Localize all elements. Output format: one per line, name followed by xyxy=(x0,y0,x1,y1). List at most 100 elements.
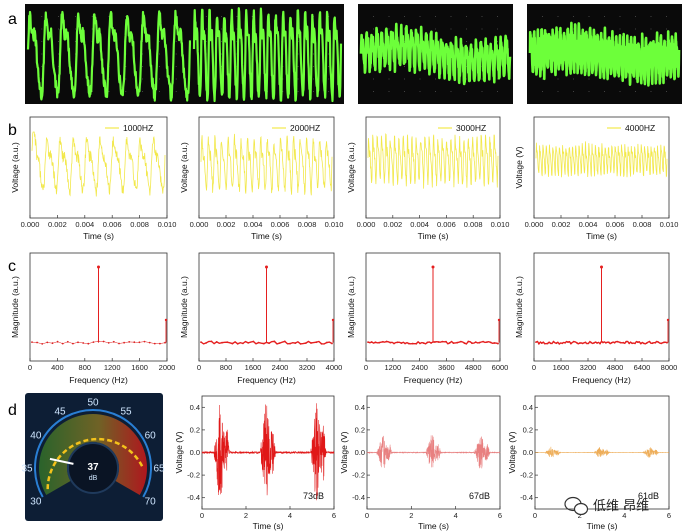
x-tick-label: 0.004 xyxy=(244,220,263,229)
x-tick-label: 0.006 xyxy=(103,220,122,229)
voice-plot-67dB: 0 2 4 6 -0.4 -0.2 0.0 0.2 0.4 Time (s) Voltage (V)… xyxy=(339,395,502,531)
oscilloscope-screen-4000 xyxy=(527,4,682,104)
voice-waveform xyxy=(201,403,335,501)
x-tick-label: 2 xyxy=(409,511,413,520)
gauge-tick-label: 60 xyxy=(145,431,157,442)
y-tick-label: 0.0 xyxy=(523,448,533,457)
x-tick-label: 6000 xyxy=(492,363,509,372)
y-axis-label: Voltage (a.u.) xyxy=(10,142,20,193)
x-tick-label: 1200 xyxy=(104,363,121,372)
spectral-peak-point xyxy=(431,265,435,269)
x-axis-label: Time (s) xyxy=(253,521,284,531)
x-tick-label: 0.008 xyxy=(633,220,652,229)
x-tick-label: 1600 xyxy=(131,363,148,372)
panel-letter-a: a xyxy=(8,11,17,28)
watermark-text: 低维 昂维 xyxy=(593,499,649,514)
voltage-trace xyxy=(31,131,166,197)
gauge-hub xyxy=(67,442,119,494)
x-tick-label: 0.002 xyxy=(552,220,571,229)
y-axis-label: Magnitude (a.u.) xyxy=(179,276,189,338)
y-tick-label: 0.4 xyxy=(190,403,200,412)
spectrum-plot-4000: 0 1600 3200 4800 6400 8000 Frequency (Hz) Magni… xyxy=(514,252,678,385)
y-axis-label: Voltage (V) xyxy=(174,431,184,473)
y-tick-label: 0.2 xyxy=(523,425,533,434)
x-tick-label: 0.002 xyxy=(383,220,402,229)
x-tick-label: 0.000 xyxy=(525,220,544,229)
y-tick-label: 0.4 xyxy=(355,403,365,412)
time-domain-row: 0.000 0.002 0.004 0.006 0.008 0.010 Time (s) Vo… xyxy=(10,116,678,241)
x-tick-label: 4 xyxy=(622,511,626,520)
oscilloscope-screen-1000 xyxy=(25,4,193,104)
plot-frame xyxy=(29,116,168,219)
spectral-peak-point xyxy=(97,265,100,269)
y-tick-label: 0.0 xyxy=(190,448,200,457)
gauge-tick-label: 55 xyxy=(120,406,132,417)
gauge-tick-label: 40 xyxy=(30,431,42,442)
x-tick-label: 3200 xyxy=(299,363,316,372)
y-tick-label: -0.4 xyxy=(187,493,200,502)
x-tick-label: 0.006 xyxy=(437,220,456,229)
gauge-unit: dB xyxy=(89,475,98,482)
x-tick-label: 4 xyxy=(454,511,458,520)
x-tick-label: 0 xyxy=(364,363,368,372)
x-tick-label: 2400 xyxy=(272,363,289,372)
time-plot-3000: 0.000 0.002 0.004 0.006 0.008 0.010 Time (s) Vo… xyxy=(346,116,509,241)
x-tick-label: 0.004 xyxy=(579,220,598,229)
y-tick-label: -0.4 xyxy=(352,493,365,502)
x-tick-label: 0.000 xyxy=(357,220,376,229)
x-axis-label: Frequency (Hz) xyxy=(572,375,631,385)
x-axis-label: Frequency (Hz) xyxy=(237,375,296,385)
y-axis-label: Magnitude (a.u.) xyxy=(10,276,20,338)
y-tick-label: -0.2 xyxy=(352,471,365,480)
x-axis-label: Time (s) xyxy=(251,231,282,241)
x-axis-label: Time (s) xyxy=(418,521,449,531)
x-tick-label: 0.008 xyxy=(298,220,317,229)
panel-letter-b: b xyxy=(8,122,17,139)
gauge-color-band xyxy=(39,414,147,495)
x-tick-label: 0 xyxy=(532,363,536,372)
oscilloscope-row xyxy=(25,4,682,104)
x-tick-label: 1200 xyxy=(384,363,401,372)
voltage-trace xyxy=(535,141,668,178)
x-tick-label: 4000 xyxy=(326,363,343,372)
x-tick-label: 0.010 xyxy=(158,220,177,229)
x-tick-label: 0.010 xyxy=(325,220,344,229)
x-tick-label: 6 xyxy=(498,511,502,520)
decibel-label: 73dB xyxy=(303,491,324,501)
y-tick-label: -0.2 xyxy=(187,471,200,480)
y-axis-label: Voltage (V) xyxy=(507,431,517,473)
legend-label: 1000HZ xyxy=(123,123,153,133)
gauge-tick-label: 30 xyxy=(30,497,42,508)
plot-frame xyxy=(29,252,168,362)
gauge-tick-label: 65 xyxy=(153,464,165,475)
spectrum-row: 0 400 800 1200 1600 2000 Frequency (Hz) Magnitu… xyxy=(10,252,678,385)
time-plot-1000: 0.000 0.002 0.004 0.006 0.008 0.010 Time (s) Vo… xyxy=(10,116,177,241)
decibel-label: 67dB xyxy=(469,491,490,501)
y-tick-label: 0.0 xyxy=(355,448,365,457)
x-axis-label: Frequency (Hz) xyxy=(404,375,463,385)
spectral-peak-point xyxy=(265,265,268,269)
spectrum-plot-1000: 0 400 800 1200 1600 2000 Frequency (Hz) Magnitu… xyxy=(10,252,175,385)
y-axis-label: Magnitude (a.u.) xyxy=(346,276,356,338)
decibel-gauge: 30 35 40 45 50 55 60 65 70 37 dB xyxy=(21,393,165,521)
voltage-trace xyxy=(367,133,499,189)
x-tick-label: 3600 xyxy=(438,363,455,372)
legend-label: 4000HZ xyxy=(625,123,655,133)
edge-spike-point xyxy=(497,318,501,322)
x-tick-label: 2400 xyxy=(411,363,428,372)
x-tick-label: 6 xyxy=(667,511,671,520)
edge-spike-point xyxy=(331,318,335,322)
x-tick-label: 0 xyxy=(200,511,204,520)
x-axis-label: Time (s) xyxy=(418,231,449,241)
y-tick-label: 0.2 xyxy=(355,425,365,434)
x-tick-label: 0.006 xyxy=(271,220,290,229)
edge-spike-point xyxy=(666,318,670,322)
voice-waveform xyxy=(534,446,670,459)
oscilloscope-screen-3000 xyxy=(358,4,513,104)
oscilloscope-screen-2000 xyxy=(191,4,344,104)
oscilloscope-trace xyxy=(359,22,512,86)
time-plot-4000: 0.000 0.002 0.004 0.006 0.008 0.010 Time (s) Vo… xyxy=(514,116,678,241)
x-tick-label: 8000 xyxy=(661,363,678,372)
noise-floor-line xyxy=(367,340,499,345)
